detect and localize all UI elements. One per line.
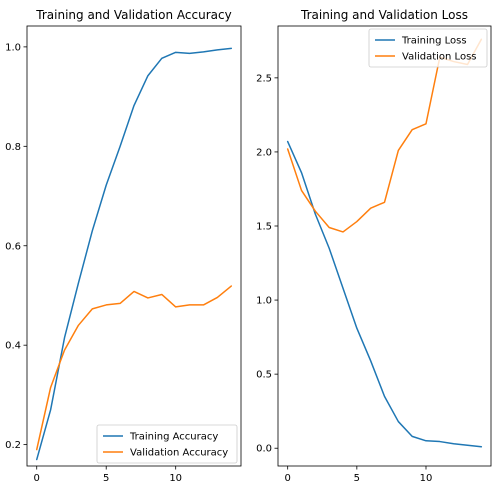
series-line-training-accuracy [37,48,232,459]
x-tick-label: 5 [354,473,360,484]
y-tick-label: 2.5 [256,73,272,84]
chart-title: Training and Validation Loss [300,8,468,22]
chart-panel-2: Training and Validation Loss 0 5 10 0.0 0.5 1.… [256,8,491,484]
series-line-training-loss [288,142,482,447]
legend-label: Training Accuracy [129,432,218,443]
y-tick-label: 1.5 [256,222,272,233]
x-tick-label: 0 [284,473,290,484]
x-tick-label: 5 [103,473,109,484]
y-tick-label: 0.8 [5,142,21,153]
y-tick-label: 2.0 [256,147,272,158]
y-tick-label: 0.2 [5,440,21,451]
x-tick-label: 10 [169,473,182,484]
y-tick-label: 1.0 [256,296,272,307]
y-tick-label: 0.0 [256,444,272,455]
legend: Training Loss Validation Loss [369,29,487,67]
legend-label: Validation Accuracy [130,448,228,459]
y-tick-label: 0.6 [5,241,21,252]
y-tick-label: 0.4 [5,341,21,352]
legend-label: Validation Loss [402,52,477,63]
legend: Training Accuracy Validation Accuracy [97,425,237,463]
chart-title: Training and Validation Accuracy [35,8,231,22]
y-tick-label: 0.5 [256,370,272,381]
legend-label: Training Loss [401,36,467,47]
x-tick-label: 0 [34,473,40,484]
plot-frame [278,26,491,466]
chart-panel-1: Training and Validation Accuracy 0 5 10 0.2 0… [5,8,241,484]
y-tick-label: 1.0 [5,42,21,53]
series-line-validation-loss [288,39,482,232]
x-tick-label: 10 [420,473,433,484]
plot-frame [27,26,241,466]
